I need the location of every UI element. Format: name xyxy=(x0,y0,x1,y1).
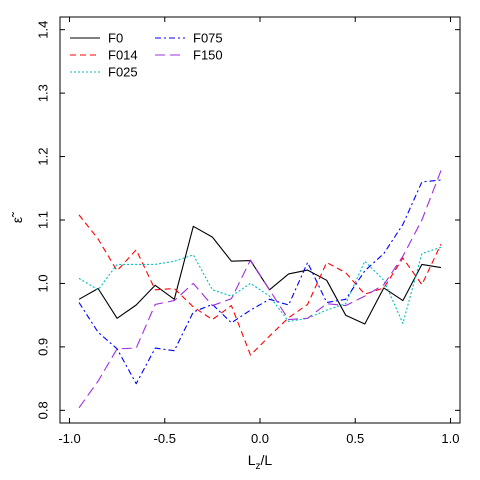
y-tick-label: 1.3 xyxy=(35,84,50,102)
y-tick-label: 0.9 xyxy=(35,338,50,356)
series-line-f150 xyxy=(78,170,442,409)
x-tick-label: -1.0 xyxy=(58,431,80,446)
series-lines xyxy=(78,170,442,409)
y-tick-label: 0.8 xyxy=(35,401,50,419)
y-axis-label: ε̃ xyxy=(9,212,25,223)
series-line-f014 xyxy=(78,214,442,356)
y-tick-label: 1.1 xyxy=(35,211,50,229)
axis-tick-labels: -1.0 -0.5 0.0 0.5 1.0 0.8 0.9 1.0 1.1 1.2 1.3 1.4 xyxy=(35,21,459,446)
x-tick-label: -0.5 xyxy=(154,431,176,446)
x-tick-label: 0.0 xyxy=(251,431,269,446)
x-tick-label: 0.5 xyxy=(346,431,364,446)
legend: F0 F014 F025 F075 F150 xyxy=(70,31,223,80)
legend-label: F150 xyxy=(193,48,223,63)
series-line-f025 xyxy=(78,246,442,324)
legend-label: F025 xyxy=(108,65,138,80)
x-axis-label-suffix: /L xyxy=(261,452,273,468)
legend-label: F075 xyxy=(193,31,223,46)
y-tick-label: 1.4 xyxy=(35,21,50,39)
x-tick-label: 1.0 xyxy=(441,431,459,446)
series-line-f075 xyxy=(78,179,442,385)
y-tick-label: 1.2 xyxy=(35,148,50,166)
y-tick-label: 1.0 xyxy=(35,274,50,292)
x-axis-label-main: L xyxy=(248,452,256,468)
x-axis-label: Lz/L xyxy=(248,452,273,472)
legend-label: F0 xyxy=(108,31,123,46)
axis-ticks xyxy=(60,17,460,423)
legend-label: F014 xyxy=(108,48,138,63)
x-axis-label-sub: z xyxy=(256,461,261,472)
